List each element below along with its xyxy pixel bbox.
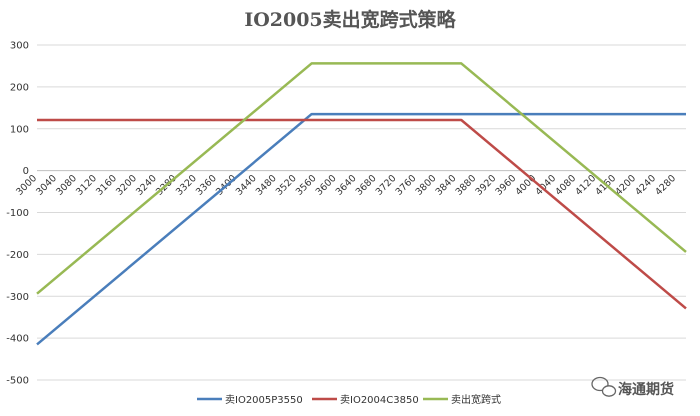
chart-title: IO2005卖出宽跨式策略: [244, 8, 456, 31]
x-tick-label: 4240: [633, 173, 658, 198]
legend-item-put: 卖IO2005P3550: [197, 394, 303, 406]
y-tick-label: -200: [6, 250, 29, 261]
x-axis-ticks: 3000304030803120316032003240328033203360…: [14, 173, 678, 198]
y-tick-label: 200: [10, 82, 29, 93]
x-tick-label: 3720: [374, 173, 399, 198]
legend-label-strangle: 卖出宽跨式: [451, 393, 501, 406]
x-tick-label: 3960: [494, 173, 519, 198]
x-tick-label: 3000: [14, 173, 39, 198]
x-tick-label: 3600: [314, 173, 339, 198]
y-tick-label: -100: [6, 208, 29, 219]
x-tick-label: 4080: [553, 173, 578, 198]
series-lines: [36, 62, 687, 346]
legend: 卖IO2005P3550 卖IO2004C3850 卖出宽跨式: [197, 393, 501, 406]
x-tick-label: 4280: [653, 173, 678, 198]
x-tick-label: 4040: [533, 173, 558, 198]
x-tick-label: 3800: [414, 173, 439, 198]
x-tick-label: 3640: [334, 173, 359, 198]
x-tick-label: 3120: [74, 173, 99, 198]
x-tick-label: 3520: [274, 173, 299, 198]
x-tick-label: 3760: [394, 173, 419, 198]
watermark: 海通期货: [591, 376, 674, 398]
wechat-logo-icon: [591, 376, 617, 397]
legend-label-put: 卖IO2005P3550: [225, 394, 303, 406]
x-tick-label: 4000: [513, 173, 538, 198]
x-tick-label: 3920: [474, 173, 499, 198]
legend-label-call: 卖IO2004C3850: [340, 394, 419, 406]
x-tick-label: 3040: [34, 173, 59, 198]
x-tick-label: 3880: [454, 173, 479, 198]
y-tick-label: -300: [6, 292, 29, 303]
x-tick-label: 3200: [114, 173, 139, 198]
legend-item-call: 卖IO2004C3850: [312, 394, 419, 406]
y-tick-label: 0: [23, 166, 29, 177]
series-line-2: [36, 62, 687, 295]
y-tick-label: -500: [6, 376, 29, 387]
y-axis-ticks: 300 200 100 0 -100 -200 -300 -400 -500: [6, 41, 29, 387]
watermark-text: 海通期货: [618, 381, 674, 398]
series-line-1: [37, 118, 687, 310]
x-tick-label: 3560: [294, 173, 319, 198]
x-tick-label: 3840: [434, 173, 459, 198]
y-tick-label: -400: [6, 334, 29, 345]
x-tick-label: 3680: [354, 173, 379, 198]
x-tick-label: 3160: [94, 173, 119, 198]
legend-item-strangle: 卖出宽跨式: [423, 393, 501, 406]
y-tick-label: 300: [10, 41, 29, 52]
x-tick-label: 3480: [254, 173, 279, 198]
x-tick-label: 3080: [54, 173, 79, 198]
series-line-0: [36, 112, 686, 346]
y-tick-label: 100: [10, 124, 29, 135]
